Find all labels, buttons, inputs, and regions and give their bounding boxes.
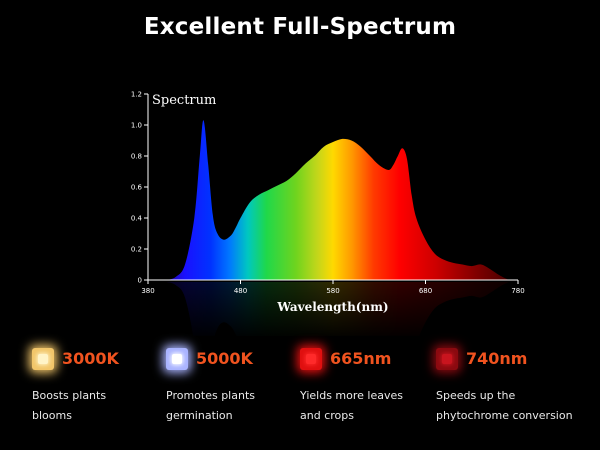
- feature-description: Promotes plants germination: [166, 386, 316, 426]
- reflection-fade: [118, 281, 528, 336]
- led-chip-icon: [436, 348, 458, 370]
- feature-description-line: phytochrome conversion: [436, 409, 573, 422]
- chart-axes: 380 480 580 680 780 0 0.2 0.4 0.6 0.8 1.0 1.2: [131, 91, 525, 296]
- feature-description: Boosts plants blooms: [32, 386, 182, 426]
- feature-description: Yields more leaves and crops: [300, 386, 450, 426]
- feature-title: 5000K: [196, 349, 253, 368]
- y-tick-label: 1.2: [131, 91, 142, 99]
- feature-title: 665nm: [330, 349, 392, 368]
- x-tick-label: 680: [419, 287, 432, 295]
- x-tick-label: 380: [141, 287, 154, 295]
- feature-description-line: germination: [166, 409, 233, 422]
- x-axis-label: Wavelength(nm): [276, 300, 388, 314]
- x-tick-label: 480: [234, 287, 247, 295]
- chart-title: Spectrum: [152, 93, 216, 108]
- y-tick-label: 0.2: [131, 246, 142, 254]
- feature-description-line: Speeds up the: [436, 389, 516, 402]
- y-tick-label: 0.6: [131, 184, 143, 192]
- led-chip-icon: [300, 348, 322, 370]
- y-tick-label: 0: [138, 277, 142, 285]
- x-tick-label: 580: [326, 287, 339, 295]
- spectrum-chart: 380 480 580 680 780 0 0.2 0.4 0.6 0.8 1.0 1.2 Spect…: [118, 86, 528, 336]
- feature-description-line: blooms: [32, 409, 72, 422]
- feature-description-line: Yields more leaves: [300, 389, 403, 402]
- feature-description-line: and crops: [300, 409, 354, 422]
- spectrum-area: [166, 120, 509, 280]
- y-tick-label: 0.8: [131, 153, 142, 161]
- y-tick-label: 1.0: [131, 122, 142, 130]
- led-chip-icon: [32, 348, 54, 370]
- page-title: Excellent Full-Spectrum: [143, 14, 457, 40]
- chart-reflection: [118, 281, 528, 336]
- feature-description: Speeds up the phytochrome conversion: [436, 386, 586, 426]
- feature-title: 3000K: [62, 349, 119, 368]
- feature-title: 740nm: [466, 349, 528, 368]
- feature-description-line: Boosts plants: [32, 389, 107, 402]
- y-tick-label: 0.4: [131, 215, 143, 223]
- x-tick-label: 780: [511, 287, 524, 295]
- spectrum-chart-svg: 380 480 580 680 780 0 0.2 0.4 0.6 0.8 1.0 1.2 Spect…: [118, 91, 528, 336]
- feature-description-line: Promotes plants: [166, 389, 255, 402]
- led-chip-icon: [166, 348, 188, 370]
